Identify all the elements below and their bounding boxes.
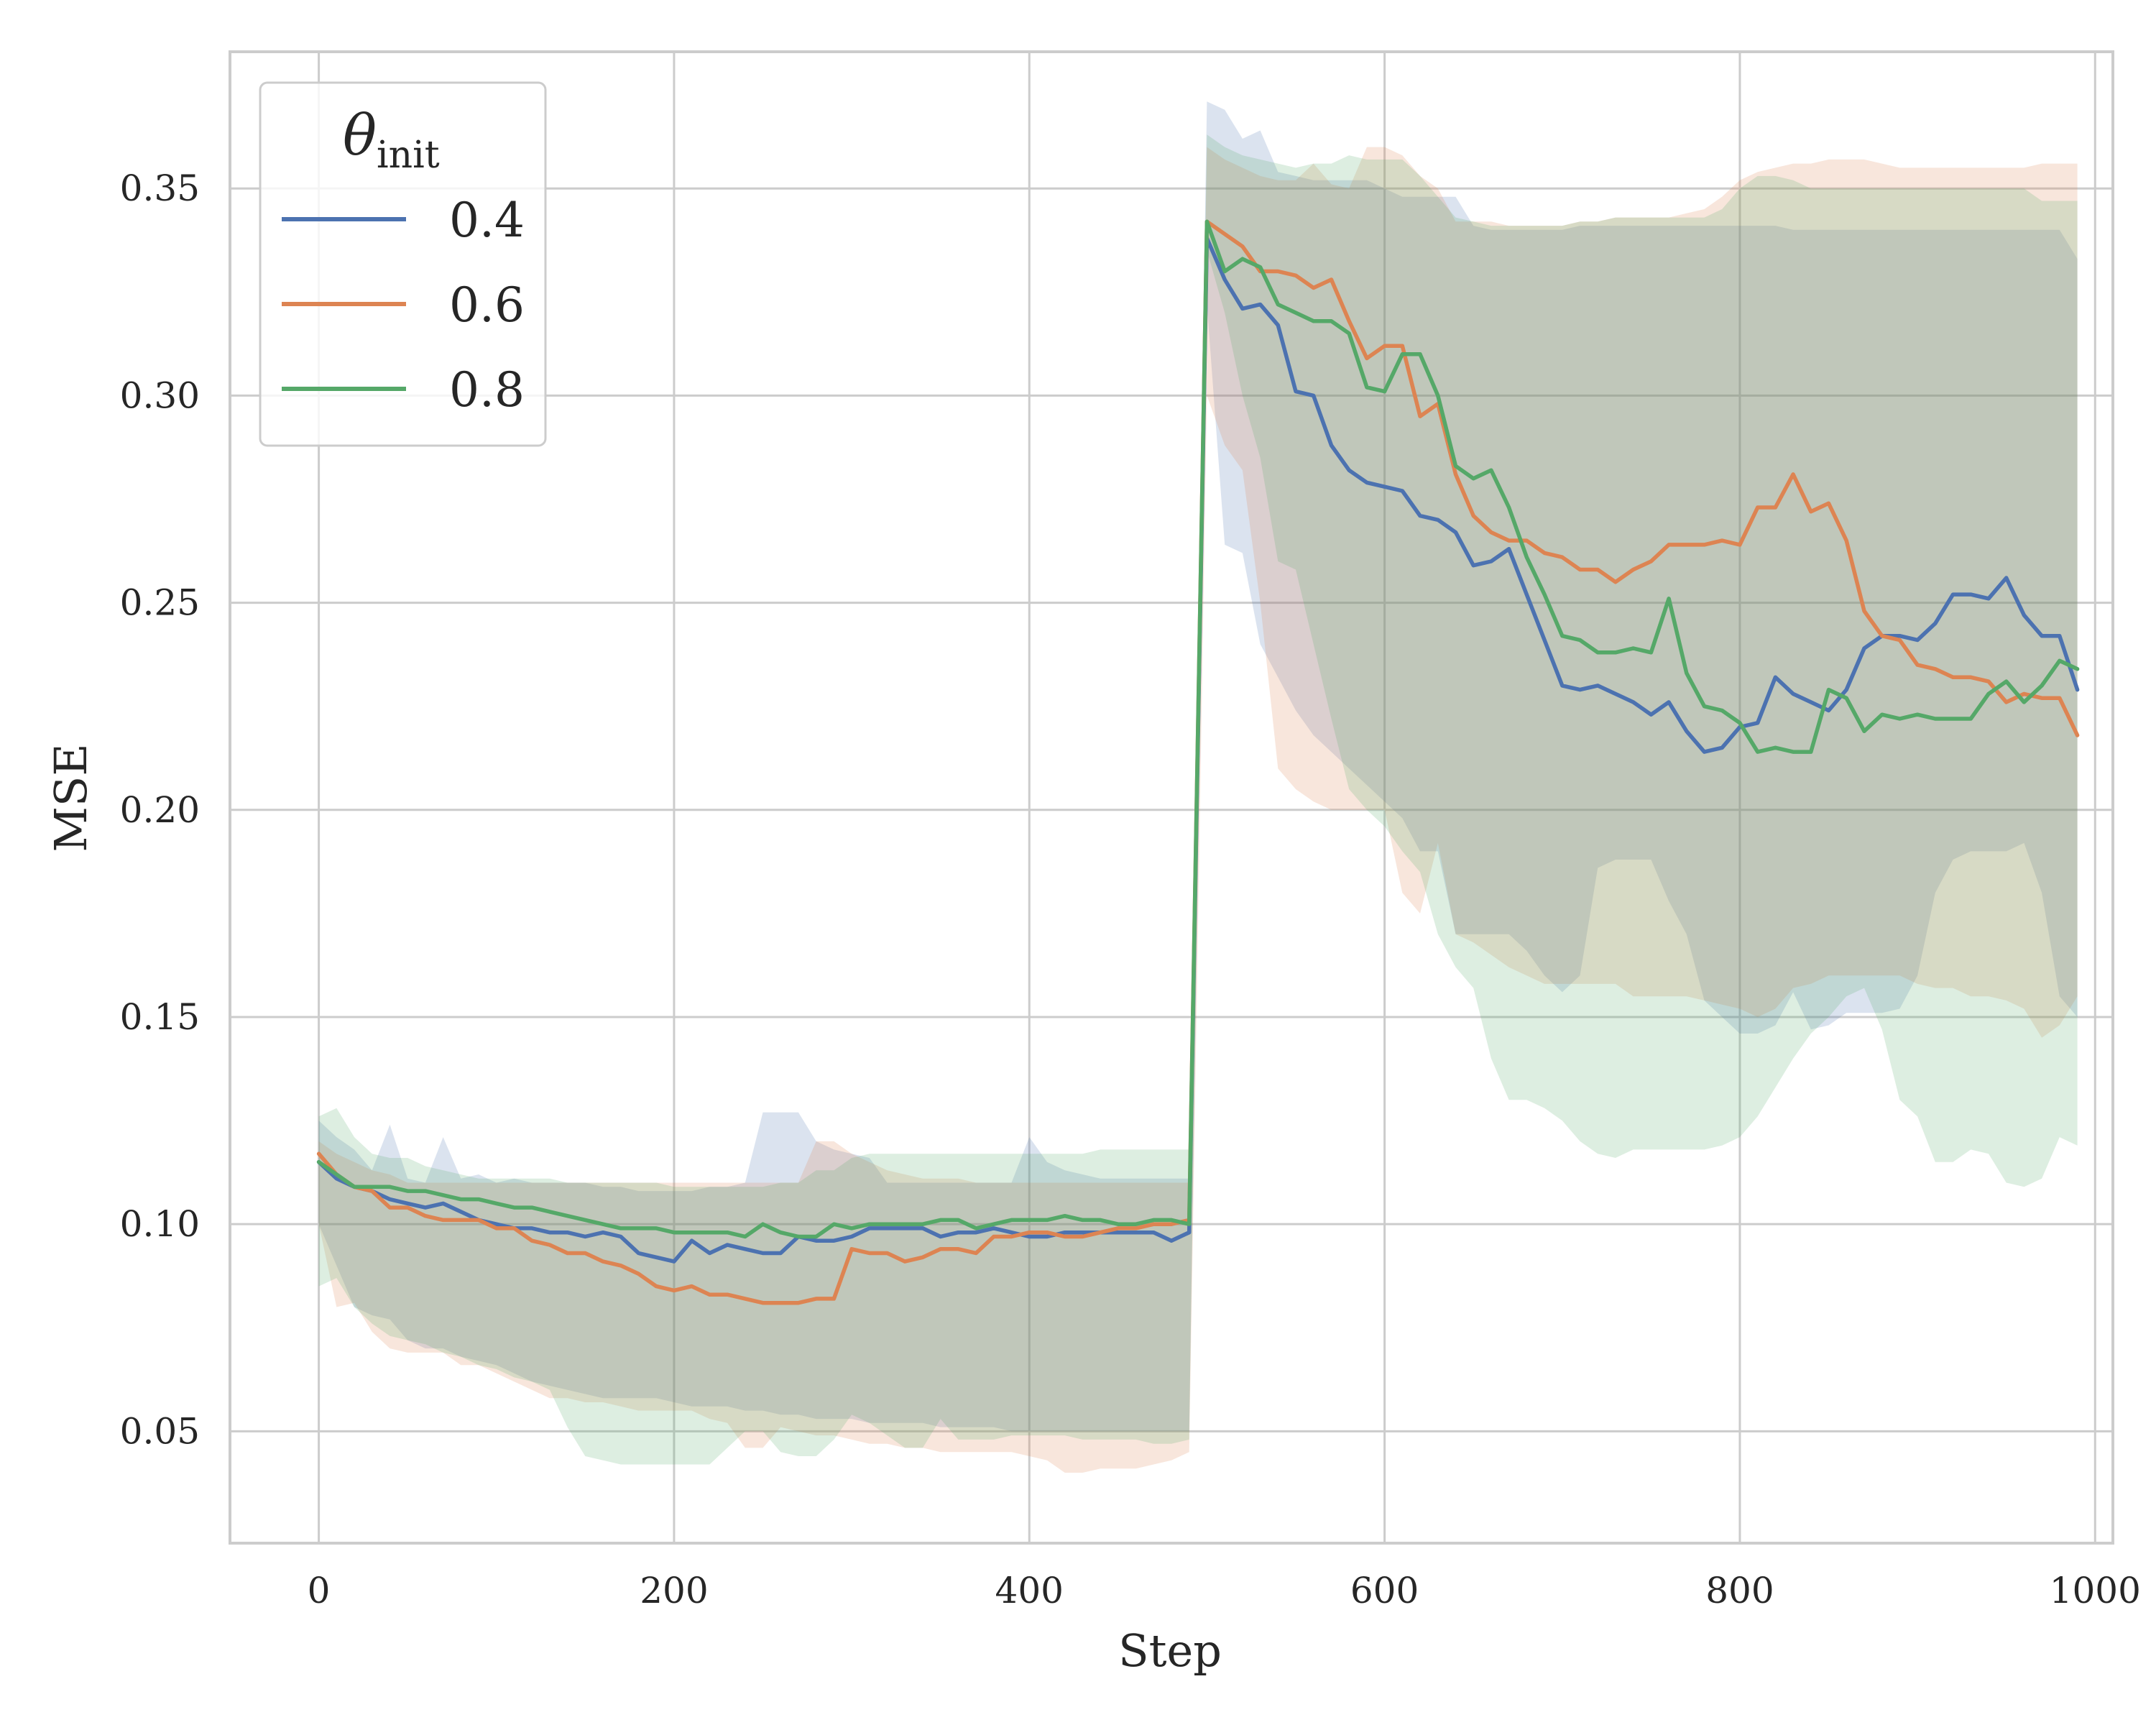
- x-tick-label-3: 600: [1350, 1570, 1419, 1611]
- y-axis-ticks: 0.05 0.10 0.15 0.20 0.25 0.30 0.35: [120, 167, 200, 1452]
- legend-title: θinit: [343, 104, 440, 177]
- series-lines: [316, 219, 2080, 1305]
- legend-label-0.4: 0.4: [449, 193, 525, 248]
- legend-items: 0.4 0.6 0.8: [282, 193, 525, 418]
- y-tick-label-5: 0.30: [120, 374, 200, 416]
- x-axis-label: Step: [1118, 1624, 1222, 1677]
- line-series-0.8: [316, 219, 2080, 1239]
- x-axis-ticks: 0 200 400 600 800 1000: [308, 1570, 2141, 1611]
- y-axis-label: MSE: [45, 743, 97, 852]
- legend-box: [259, 81, 547, 447]
- x-tick-label-1: 200: [640, 1570, 708, 1611]
- y-tick-label-6: 0.35: [120, 167, 200, 209]
- legend: θinit 0.4 0.6 0.8: [259, 81, 547, 447]
- x-tick-label-0: 0: [308, 1570, 331, 1611]
- x-tick-label-2: 400: [995, 1570, 1064, 1611]
- plot-frame: [229, 50, 2114, 1545]
- y-tick-label-0: 0.05: [120, 1410, 200, 1452]
- y-tick-label-3: 0.20: [120, 789, 200, 831]
- legend-title-subscript: init: [377, 134, 440, 177]
- x-tick-label-4: 800: [1705, 1570, 1774, 1611]
- gridlines: [230, 52, 2113, 1543]
- y-tick-label-1: 0.10: [120, 1203, 200, 1245]
- y-tick-label-4: 0.25: [120, 582, 200, 624]
- legend-title-symbol: θ: [343, 104, 377, 168]
- x-tick-label-5: 1000: [2050, 1570, 2141, 1611]
- legend-label-0.6: 0.6: [449, 277, 525, 333]
- legend-label-0.8: 0.8: [449, 362, 525, 418]
- y-tick-label-2: 0.15: [120, 996, 200, 1038]
